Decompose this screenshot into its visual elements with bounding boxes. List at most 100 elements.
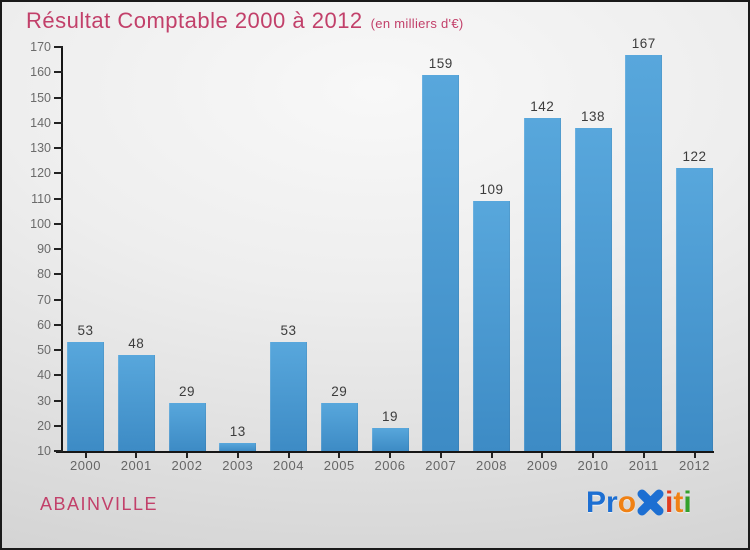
x-axis-tick-label: 2000 [70,458,101,473]
x-axis-tick [490,453,493,458]
bar-2006 [371,428,409,451]
y-axis-tick-label: 20 [37,418,51,433]
x-axis-tick [541,453,544,458]
x-axis-tick [186,453,188,458]
chart-title-text: Résultat Comptable 2000 à 2012 [26,8,363,33]
proxiti-x-icon [637,489,664,516]
bar-value-label: 142 [530,98,555,114]
bar-value-label: 53 [77,323,94,339]
y-axis-tick [54,197,63,200]
bar-2009 [523,117,561,451]
y-axis-tick [54,374,63,377]
proxiti-letter: i [665,486,674,519]
proxiti-letter: t [673,486,684,519]
y-axis-tick-label: 170 [30,40,51,54]
x-axis-tick [389,453,391,458]
x-axis-tick [592,453,594,458]
bar-2007 [422,74,460,451]
bar-value-label: 48 [128,336,145,352]
y-axis-tick [54,399,63,402]
bar-2010 [574,127,612,451]
x-axis-tick-label: 2010 [577,458,609,473]
y-axis-tick-label: 90 [37,242,51,256]
x-axis-tick-label: 2002 [171,458,203,473]
x-axis-tick-label: 2001 [120,458,152,473]
y-axis-tick [54,46,63,48]
bar-value-label: 29 [331,384,348,400]
bar-value-label: 138 [580,108,606,124]
proxiti-letter: o [617,486,637,519]
y-axis-tick-label: 70 [37,292,51,307]
bar-2000 [67,342,104,451]
y-axis-tick-label: 40 [37,368,51,383]
bar-value-label: 122 [682,149,707,165]
x-axis-tick-label: 2008 [476,458,507,473]
x-axis-tick-label: 2009 [526,458,558,473]
y-axis-tick-label: 80 [37,267,51,282]
bar-2004 [270,342,307,451]
x-axis-tick [693,453,696,458]
x-axis-tick-label: 2011 [628,458,659,473]
proxiti-letter: r [606,486,618,519]
bar-2005 [320,403,358,451]
x-axis-tick-label: 2003 [222,458,254,473]
bar-2001 [117,355,155,451]
y-axis-tick-label: 100 [30,216,51,231]
y-axis-tick [54,147,63,149]
y-axis-tick-label: 160 [30,65,51,80]
y-axis-tick-label: 30 [37,393,51,408]
bar-2002 [168,403,206,451]
y-axis-tick-label: 110 [31,191,51,206]
y-axis-tick [54,121,63,124]
y-axis-tick [54,248,63,250]
bar-value-label: 159 [428,55,453,71]
y-axis-tick-label: 50 [37,343,51,357]
bar-value-label: 29 [178,384,196,400]
chart-subtitle: (en milliers d'€) [370,16,464,31]
proxiti-letter: P [586,486,607,519]
y-axis-tick [54,450,63,452]
y-axis-tick-label: 120 [30,166,51,181]
y-axis-tick-label: 150 [30,90,51,105]
y-axis-tick [54,424,63,427]
x-axis-tick-label: 2007 [425,458,457,473]
bar-value-label: 19 [381,409,399,425]
y-axis-tick [54,298,63,301]
x-axis-tick-label: 2006 [374,458,406,473]
y-axis-tick-label: 60 [37,317,51,332]
bar-2011 [625,54,663,451]
x-axis-tick-label: 2005 [323,458,355,473]
y-axis-tick [54,71,63,74]
y-axis-tick [54,96,63,99]
x-axis-tick [642,453,645,458]
x-axis-line [56,451,714,453]
y-axis-tick [54,349,63,351]
y-axis-tick-label: 140 [30,115,51,130]
x-axis-tick [135,453,138,458]
y-axis-tick-label: 10 [37,444,51,458]
x-axis-tick [84,453,87,458]
bar-value-label: 13 [229,424,246,440]
x-axis-tick [439,453,442,458]
bar-2012 [676,168,713,451]
y-axis-tick [54,323,63,326]
commune-name: ABAINVILLE [40,494,159,514]
bar-2003 [219,443,257,451]
bar-value-label: 167 [631,35,656,51]
x-axis-tick-label: 2012 [679,458,710,473]
proxiti-letter: i [683,486,692,519]
x-axis-tick [338,453,341,458]
bar-2008 [473,201,510,451]
chart-title: Résultat Comptable 2000 à 2012 (en millie… [26,8,464,34]
x-axis-tick [287,453,290,458]
y-axis-tick [54,222,63,225]
x-axis-tick-label: 2004 [273,458,304,473]
y-axis-tick [54,172,63,175]
y-axis-tick [54,273,63,276]
bar-value-label: 109 [479,182,504,198]
y-axis-tick-label: 130 [30,141,51,155]
x-axis-tick [236,453,239,458]
bar-value-label: 53 [280,323,297,339]
